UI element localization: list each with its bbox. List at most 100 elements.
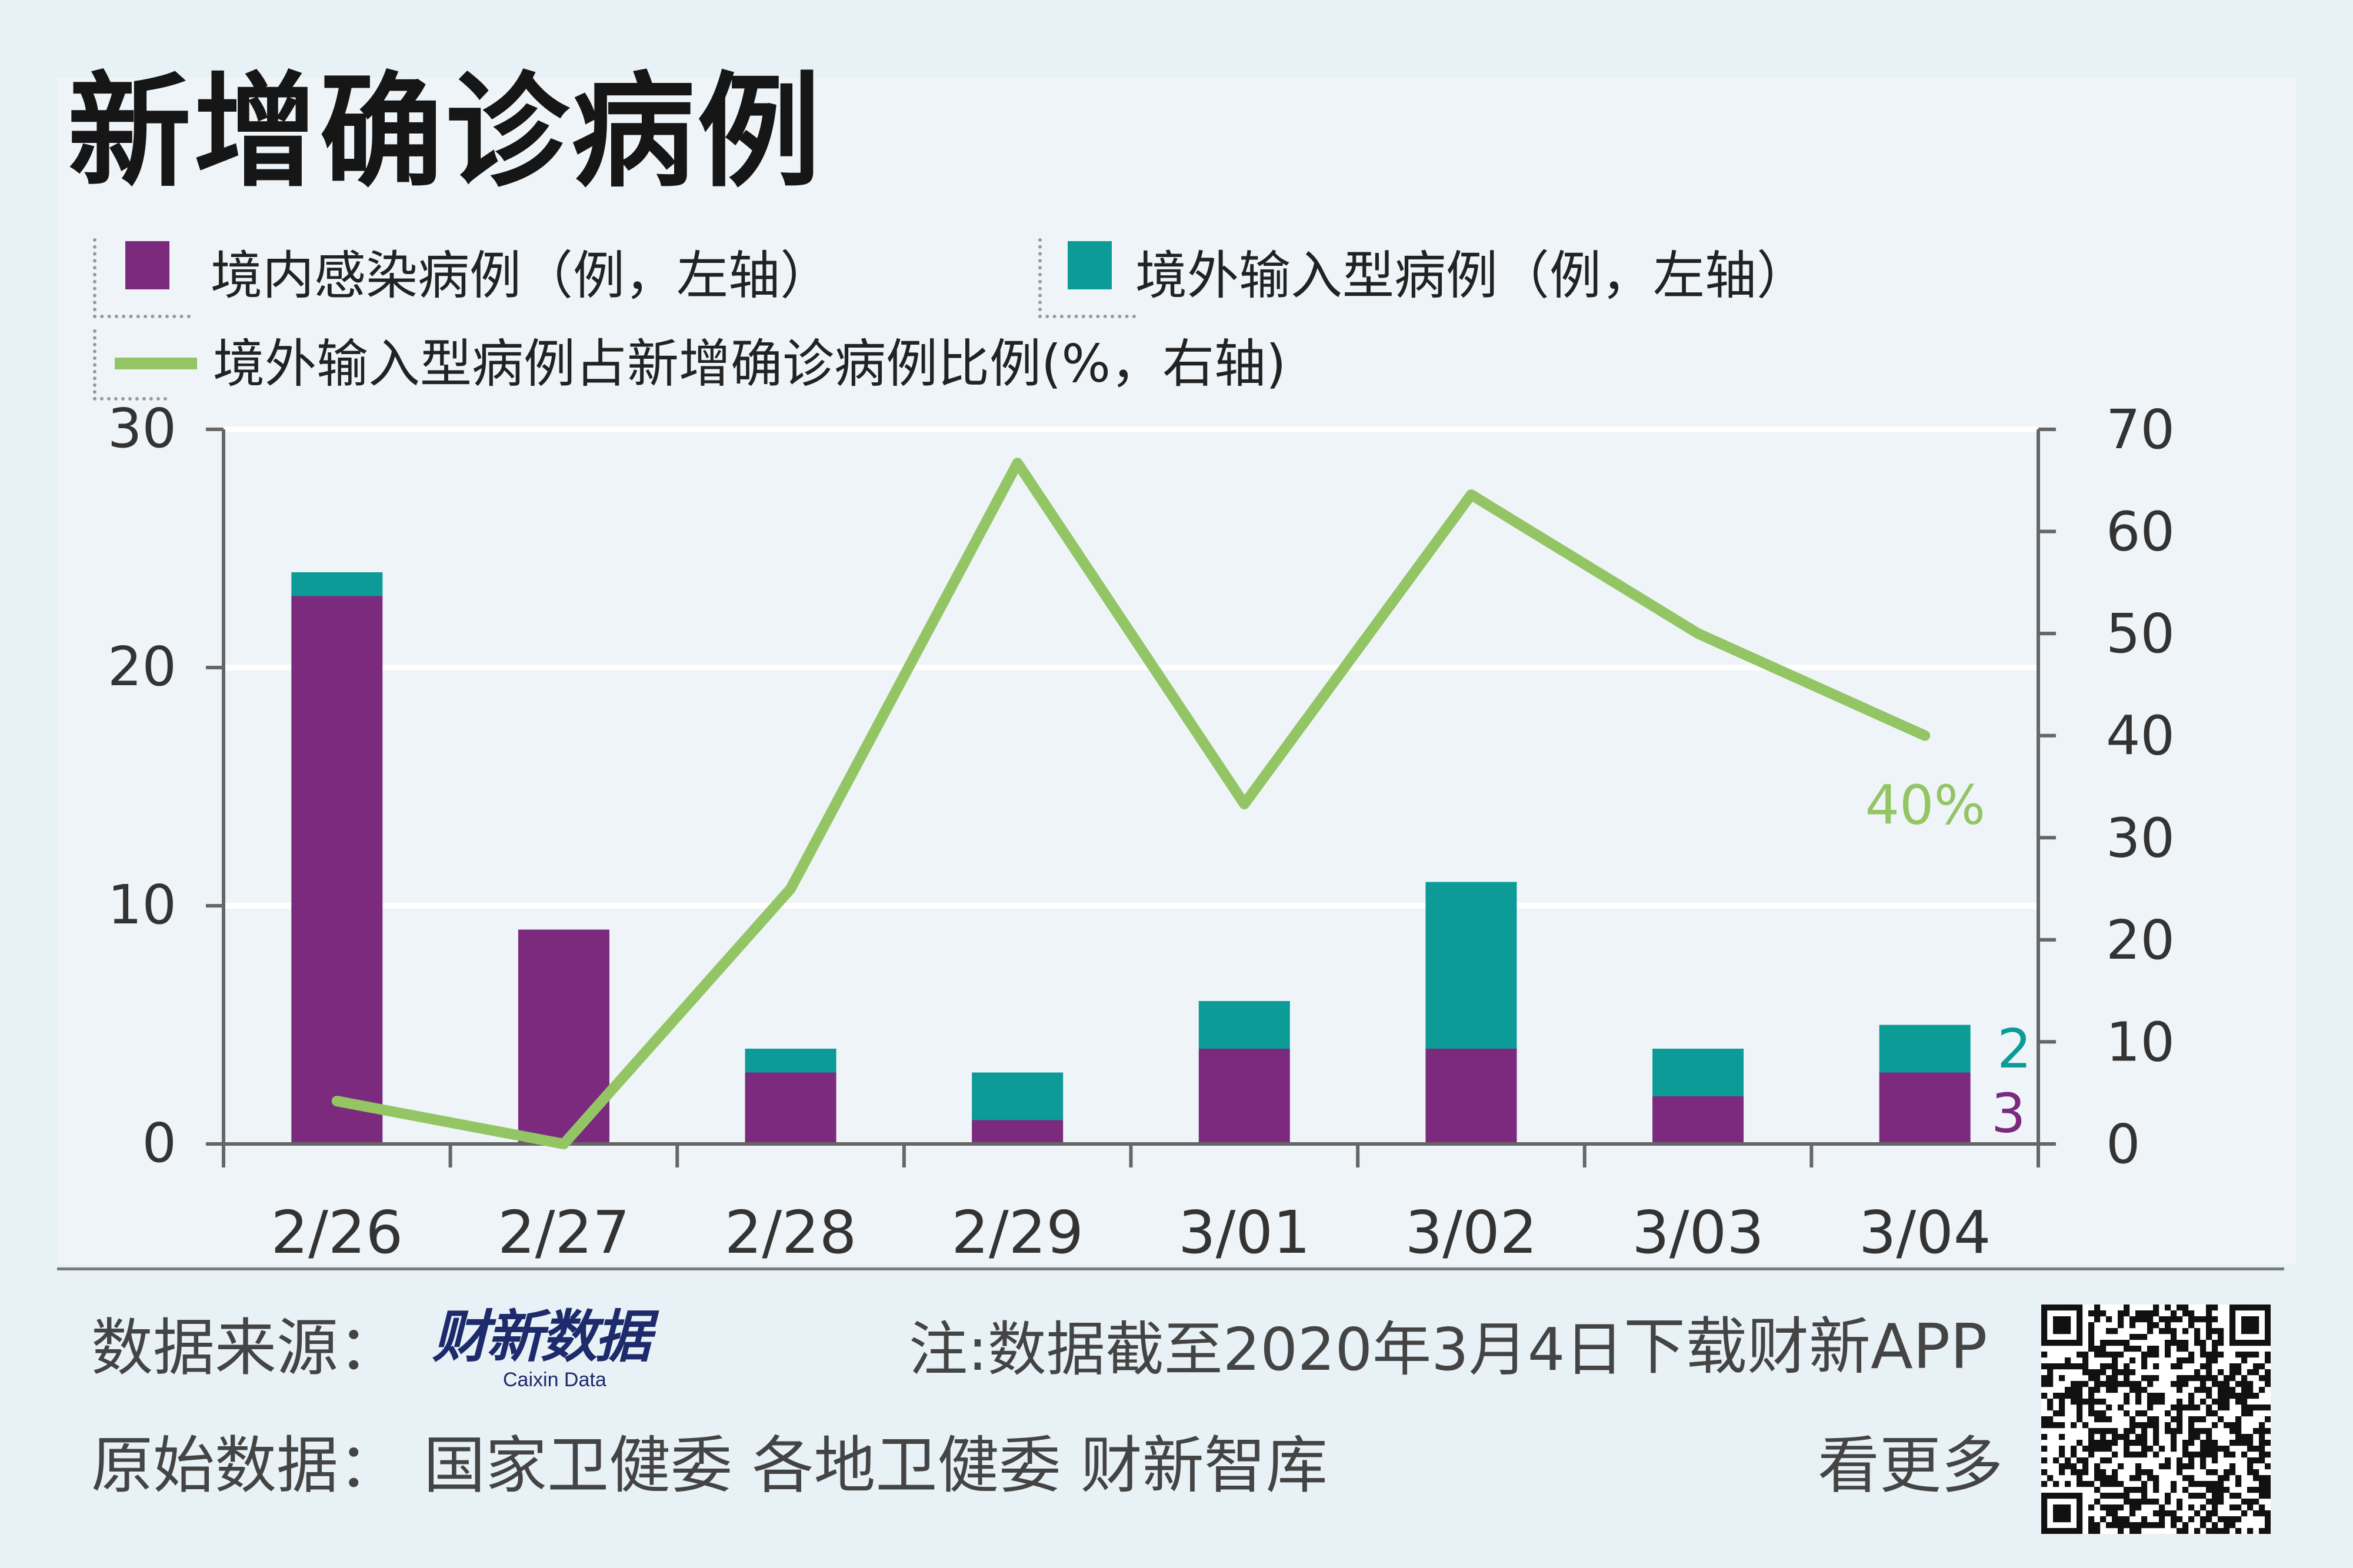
qr-module	[2088, 1504, 2095, 1511]
qr-module	[2124, 1434, 2130, 1440]
qr-module	[2206, 1410, 2212, 1417]
qr-module	[2094, 1428, 2101, 1434]
qr-module	[2218, 1516, 2224, 1523]
qr-module	[2088, 1322, 2095, 1329]
qr-module	[2106, 1440, 2112, 1446]
qr-module	[2259, 1422, 2265, 1429]
qr-module	[2141, 1452, 2148, 1458]
qr-module	[2200, 1416, 2207, 1423]
qr-module	[2241, 1322, 2248, 1329]
qr-module	[2259, 1475, 2265, 1482]
qr-module	[2135, 1399, 2142, 1405]
qr-module	[2112, 1352, 2118, 1358]
bar-imported	[1425, 882, 1517, 1049]
qr-module	[2106, 1363, 2112, 1370]
qr-module	[2077, 1316, 2083, 1323]
ratio-point	[1924, 734, 1927, 737]
bar-imported	[1879, 1025, 1971, 1073]
qr-module	[2135, 1469, 2142, 1476]
qr-module	[2088, 1340, 2095, 1346]
qr-module	[2194, 1481, 2201, 1487]
qr-module	[2135, 1463, 2142, 1470]
qr-module	[2182, 1340, 2189, 1346]
qr-module	[2241, 1381, 2248, 1387]
qr-module	[2229, 1375, 2236, 1382]
qr-module	[2147, 1322, 2154, 1329]
qr-module	[2224, 1522, 2230, 1529]
qr-module	[2177, 1399, 2183, 1405]
ratio-point	[1016, 462, 1019, 465]
qr-module	[2247, 1487, 2254, 1493]
qr-module	[2253, 1322, 2259, 1329]
qr-module	[2053, 1457, 2059, 1464]
qr-module	[2082, 1381, 2089, 1387]
qr-module	[2171, 1363, 2177, 1370]
qr-module	[2206, 1404, 2212, 1411]
qr-module	[2247, 1499, 2254, 1505]
qr-code-icon[interactable]	[2041, 1305, 2271, 1534]
qr-module	[2224, 1387, 2230, 1393]
qr-module	[2229, 1422, 2236, 1429]
qr-module	[2065, 1328, 2071, 1335]
qr-module	[2059, 1469, 2065, 1476]
qr-module	[2135, 1528, 2142, 1534]
qr-module	[2053, 1316, 2059, 1323]
qr-module	[2259, 1434, 2265, 1440]
qr-module	[2247, 1352, 2254, 1358]
qr-module	[2082, 1363, 2089, 1370]
qr-module	[2082, 1369, 2089, 1376]
qr-module	[2141, 1522, 2148, 1529]
qr-module	[2194, 1434, 2201, 1440]
qr-module	[2053, 1528, 2059, 1534]
qr-module	[2153, 1352, 2159, 1358]
qr-module	[2253, 1369, 2259, 1376]
qr-module	[2206, 1375, 2212, 1382]
qr-module	[2106, 1416, 2112, 1423]
qr-module	[2094, 1475, 2101, 1482]
qr-module	[2118, 1522, 2124, 1529]
qr-module	[2253, 1305, 2259, 1311]
qr-module	[2088, 1428, 2095, 1434]
x-tick-label: 3/02	[1405, 1198, 1538, 1267]
qr-module	[2106, 1381, 2112, 1387]
qr-module	[2194, 1528, 2201, 1534]
qr-module	[2241, 1499, 2248, 1505]
qr-module	[2065, 1457, 2071, 1464]
qr-module	[2235, 1416, 2242, 1423]
qr-module	[2182, 1452, 2189, 1458]
qr-module	[2041, 1522, 2048, 1529]
qr-module	[2247, 1393, 2254, 1399]
right-tick-label: 40	[2106, 705, 2175, 768]
qr-module	[2247, 1404, 2254, 1411]
qr-module	[2247, 1446, 2254, 1452]
qr-module	[2088, 1328, 2095, 1335]
qr-module	[2159, 1328, 2165, 1335]
qr-module	[2041, 1504, 2048, 1511]
qr-module	[2177, 1416, 2183, 1423]
qr-module	[2165, 1510, 2171, 1517]
qr-module	[2229, 1463, 2236, 1470]
qr-module	[2141, 1516, 2148, 1523]
qr-module	[2059, 1446, 2065, 1452]
qr-module	[2247, 1528, 2254, 1534]
qr-module	[2065, 1363, 2071, 1370]
qr-module	[2077, 1381, 2083, 1387]
qr-module	[2265, 1316, 2271, 1323]
qr-module	[2129, 1369, 2136, 1376]
qr-module	[2177, 1346, 2183, 1352]
qr-module	[2082, 1457, 2089, 1464]
qr-module	[2177, 1504, 2183, 1511]
qr-module	[2194, 1428, 2201, 1434]
qr-module	[2106, 1428, 2112, 1434]
qr-module	[2041, 1340, 2048, 1346]
qr-module	[2129, 1499, 2136, 1505]
qr-module	[2071, 1387, 2077, 1393]
qr-module	[2165, 1410, 2171, 1417]
qr-module	[2094, 1416, 2101, 1423]
qr-module	[2118, 1481, 2124, 1487]
qr-module	[2177, 1516, 2183, 1523]
qr-module	[2112, 1340, 2118, 1346]
bar-imported	[1652, 1049, 1744, 1096]
qr-module	[2077, 1340, 2083, 1346]
qr-module	[2200, 1352, 2207, 1358]
